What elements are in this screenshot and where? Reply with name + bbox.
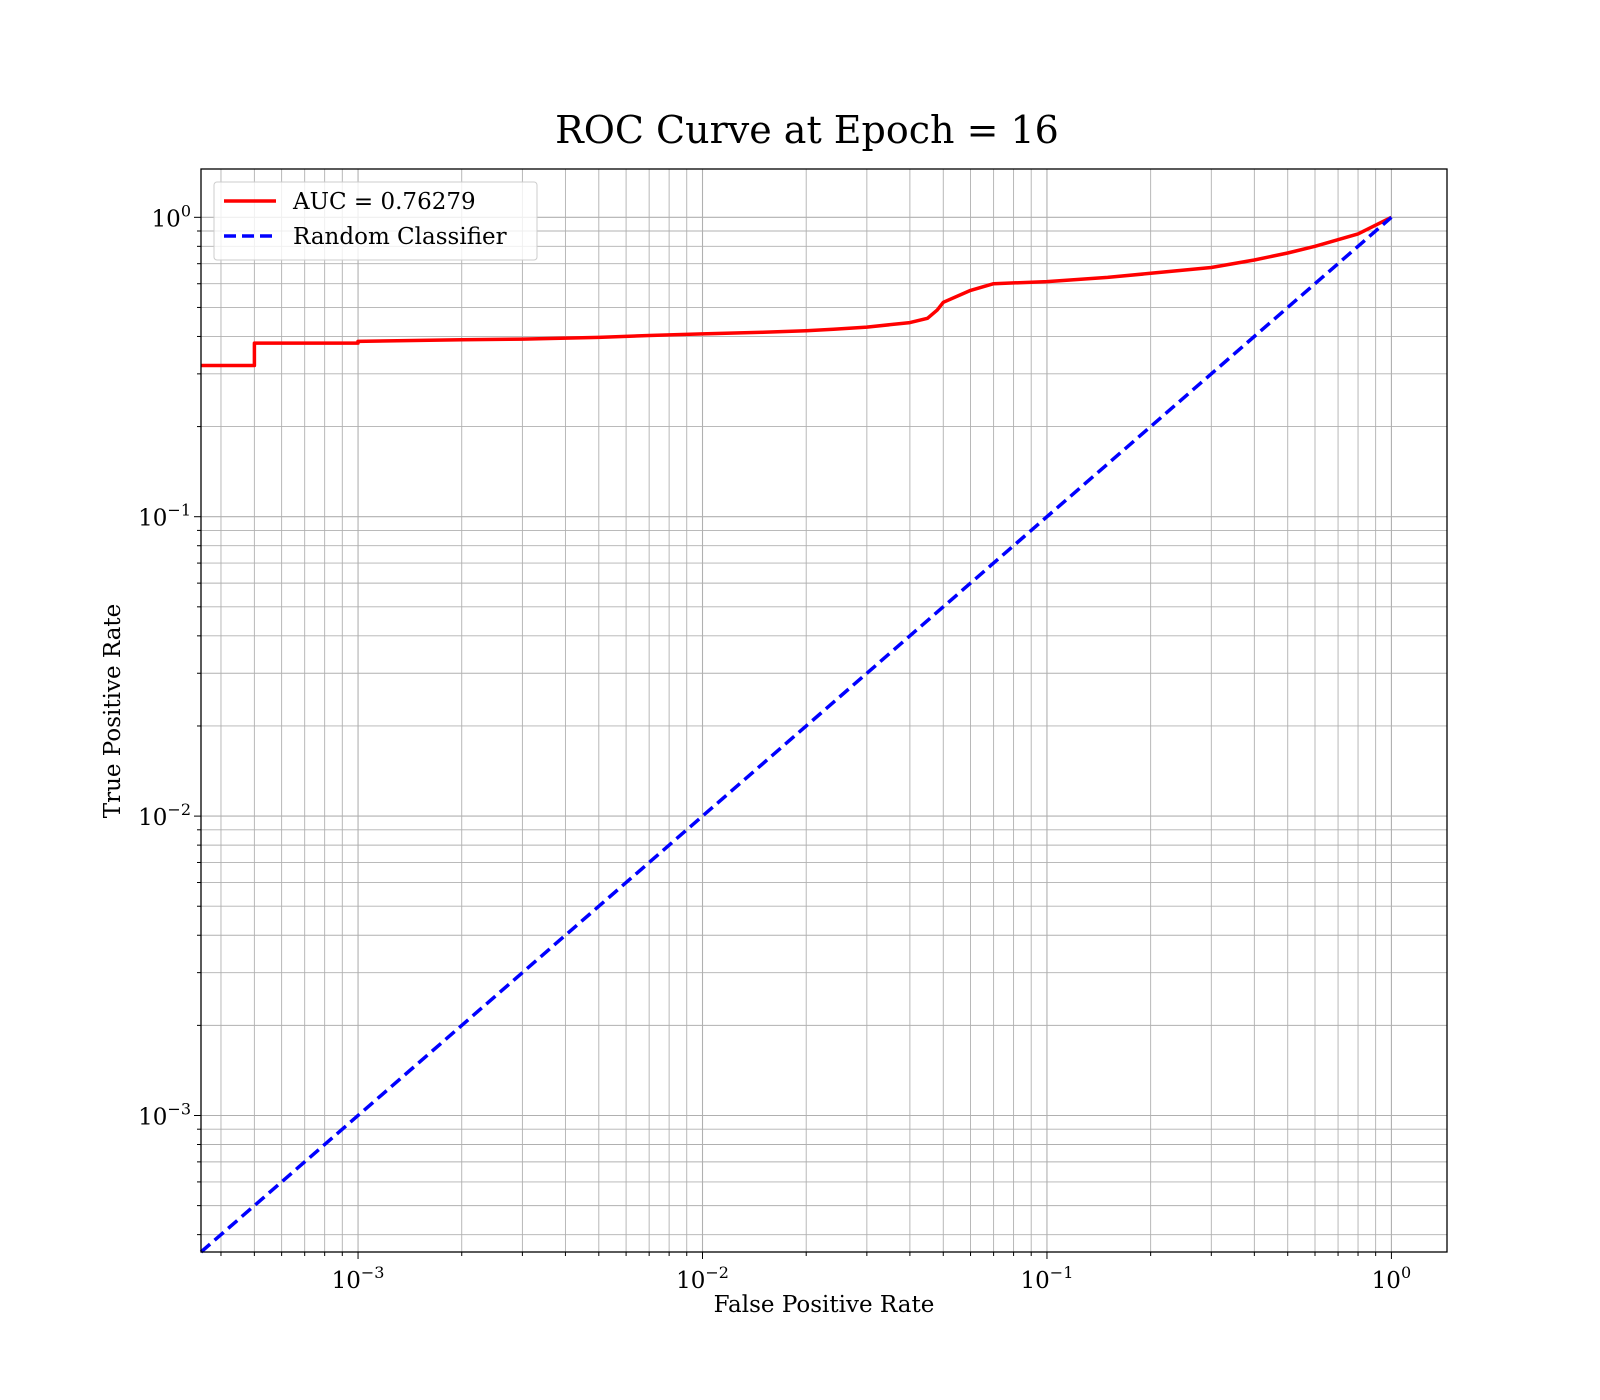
chart-title: ROC Curve at Epoch = 16: [555, 108, 1059, 152]
x-axis-title: False Positive Rate: [714, 1292, 935, 1318]
random-classifier-line: [199, 215, 1393, 1254]
y-axis-title: True Positive Rate: [100, 604, 126, 819]
y-tick-label: 10−3: [138, 1099, 191, 1130]
x-tick-label: 10−2: [676, 1263, 729, 1294]
x-tick-label: 10−1: [1021, 1263, 1074, 1294]
roc-curve-line: [201, 215, 1393, 368]
y-tick-label: 10−1: [138, 501, 191, 532]
legend-label-random-classifier: Random Classifier: [293, 224, 507, 250]
legend-label-auc: AUC = 0.76279: [292, 189, 476, 215]
series-lines: [199, 215, 1393, 1254]
axis-ticks: 10−3 10−2 10−1 100 10−3 10−2 10−1 100: [138, 201, 1411, 1294]
x-tick-label: 10−3: [332, 1263, 385, 1294]
legend-box: [213, 181, 538, 261]
plot-area-frame: [200, 168, 1448, 1253]
y-tick-label: 10−2: [138, 800, 191, 831]
legend: AUC = 0.76279 Random Classifier: [213, 181, 538, 261]
y-tick-label: 100: [152, 201, 191, 232]
x-tick-label: 100: [1372, 1263, 1411, 1294]
